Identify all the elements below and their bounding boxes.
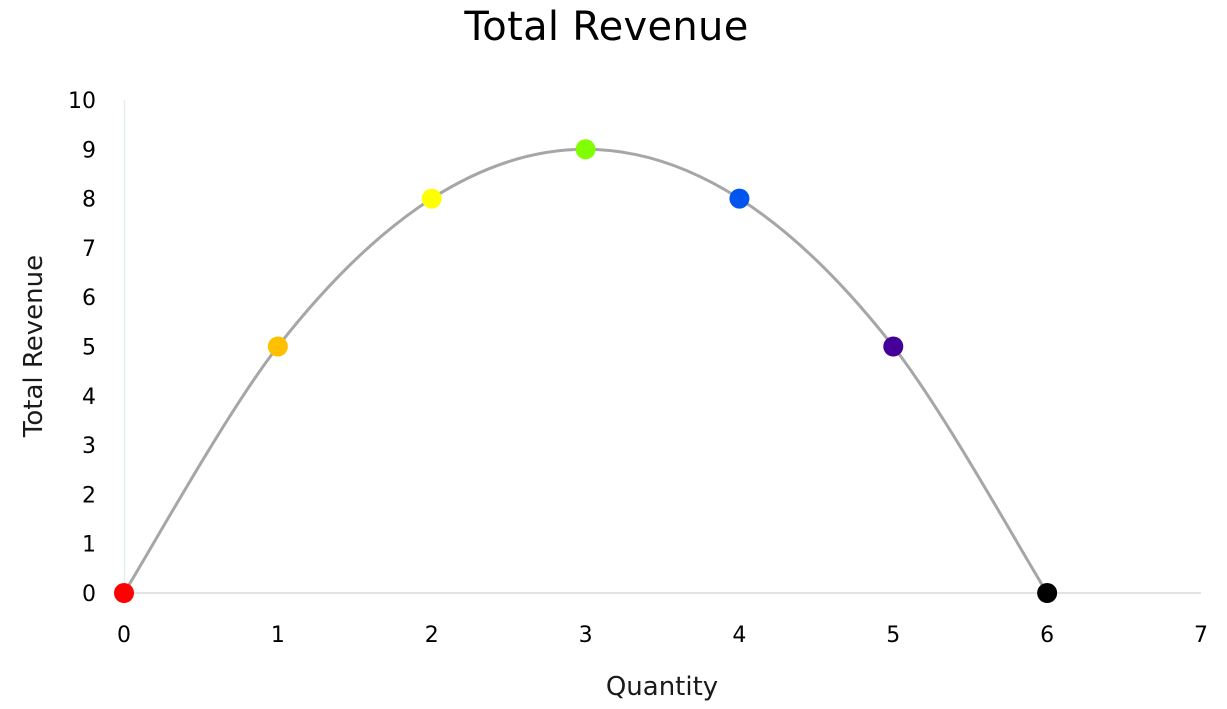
y-tick-label: 8	[82, 188, 96, 213]
y-tick-label: 0	[82, 582, 96, 607]
y-tick-label: 3	[82, 434, 96, 459]
y-tick-label: 5	[82, 336, 96, 361]
x-tick-label: 6	[1040, 623, 1054, 648]
x-axis-title: Quantity	[606, 672, 718, 702]
x-tick-label: 3	[579, 623, 593, 648]
x-tick-labels: 0 1 2 3 4 5 6 7	[117, 623, 1208, 648]
data-point	[575, 139, 596, 160]
x-tick-label: 0	[117, 623, 131, 648]
series-line	[122, 147, 1049, 594]
x-tick-label: 7	[1194, 623, 1208, 648]
y-tick-label: 2	[82, 483, 96, 508]
data-point	[883, 336, 904, 357]
data-point	[421, 188, 442, 209]
y-tick-label: 10	[68, 89, 96, 114]
y-tick-label: 6	[82, 286, 96, 311]
y-tick-label: 1	[82, 533, 96, 558]
data-point	[114, 583, 134, 603]
data-point	[267, 336, 288, 357]
y-tick-labels: 0 1 2 3 4 5 6 7 8 9 10	[68, 89, 96, 607]
chart-title: Total Revenue	[464, 4, 749, 50]
y-tick-label: 9	[82, 138, 96, 163]
y-tick-label: 4	[82, 385, 96, 410]
y-tick-label: 7	[82, 237, 96, 262]
data-point	[1037, 583, 1058, 603]
data-points	[114, 139, 1058, 603]
y-axis-title: Total Revenue	[19, 255, 49, 438]
data-point	[729, 188, 750, 209]
x-tick-label: 1	[271, 623, 285, 648]
x-tick-label: 4	[732, 623, 746, 648]
x-tick-label: 5	[886, 623, 900, 648]
x-tick-label: 2	[425, 623, 439, 648]
